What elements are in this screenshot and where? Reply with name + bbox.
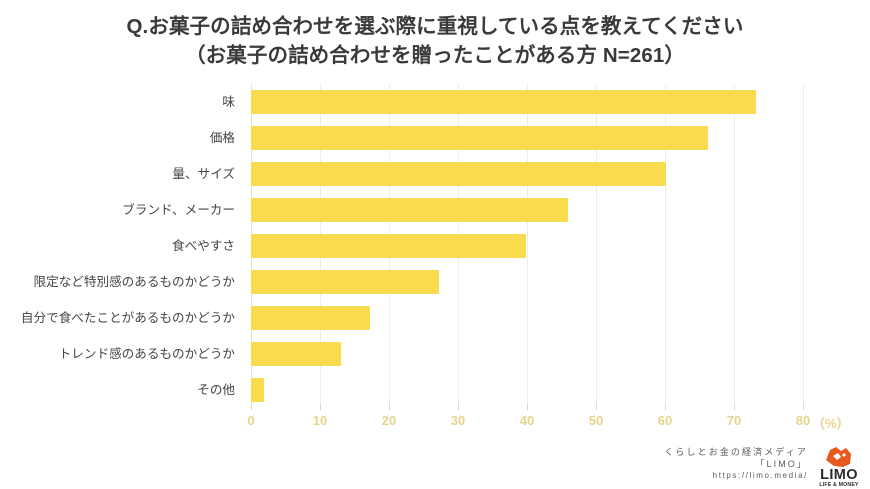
bar-row	[251, 300, 803, 336]
bar-row	[251, 228, 803, 264]
bar	[251, 378, 265, 402]
plot-area	[251, 84, 804, 408]
category-label: 価格	[209, 131, 235, 145]
bar-row	[251, 336, 803, 372]
category-label: 食べやすさ	[172, 239, 235, 253]
x-tick-label-10: 10	[312, 413, 328, 428]
category-label: トレンド感のあるものかどうか	[58, 347, 235, 361]
bar	[251, 198, 569, 222]
bar-row	[251, 120, 803, 156]
bar-row	[251, 156, 803, 192]
footer-branding: くらしとお金の経済メディア 「LIMO」 https://limo.media/…	[620, 446, 870, 489]
category-label: 限定など特別感のあるものかどうか	[33, 275, 236, 289]
bar	[251, 126, 709, 150]
category-label: 量、サイズ	[172, 167, 235, 181]
chart-title-line-1: Q.お菓子の詰め合わせを選ぶ際に重視している点を教えてください	[126, 15, 744, 38]
bar-series	[251, 84, 803, 408]
limo-logo[interactable]: LIMO LIFE & MONEY	[811, 446, 867, 488]
x-tick-mark-50	[596, 405, 597, 410]
x-tick-mark-10	[320, 405, 321, 410]
bar	[251, 306, 370, 330]
x-tick-label-80: 80	[795, 413, 811, 428]
footer-tagline-line-1: くらしとお金の経済メディア	[664, 447, 808, 457]
bar-row	[251, 192, 803, 228]
x-tick-label-50: 50	[588, 413, 604, 428]
category-label: 味	[222, 95, 235, 109]
bar	[251, 90, 757, 114]
x-tick-mark-70	[734, 405, 735, 410]
bar	[251, 234, 526, 258]
x-tick-label-70: 70	[726, 413, 742, 428]
x-tick-mark-0	[251, 405, 252, 410]
bar-row	[251, 372, 803, 408]
x-tick-label-20: 20	[381, 413, 397, 428]
footer-text: くらしとお金の経済メディア 「LIMO」 https://limo.media/	[664, 446, 808, 482]
x-tick-mark-20	[389, 405, 390, 410]
limo-logo-wordmark: LIMO	[820, 467, 858, 483]
chart-title-line-2: （お菓子の詰め合わせを贈ったことがある方 N=261）	[185, 44, 685, 67]
x-axis: 0 10 20 30 40 50 60 70 80	[247, 405, 810, 435]
category-label: 自分で食べたことがあるものかどうか	[20, 311, 235, 325]
bar	[251, 342, 341, 366]
limo-logo-tagline: LIFE & MONEY	[819, 482, 859, 488]
limo-logo-mark-icon	[826, 447, 851, 467]
x-tick-mark-30	[458, 405, 459, 410]
x-tick-label-0: 0	[247, 413, 255, 428]
category-label: その他	[197, 383, 235, 397]
x-tick-label-40: 40	[519, 413, 535, 428]
x-tick-mark-80	[803, 405, 804, 410]
x-axis-unit-label: （%）	[812, 416, 850, 431]
bar-row	[251, 84, 803, 120]
chart-title: Q.お菓子の詰め合わせを選ぶ際に重視している点を教えてください （お菓子の詰め合…	[0, 12, 870, 70]
x-tick-mark-40	[527, 405, 528, 410]
bar	[251, 162, 667, 186]
x-tick-label-60: 60	[657, 413, 673, 428]
bar	[251, 270, 439, 294]
bar-row	[251, 264, 803, 300]
category-axis-labels: 味価格量、サイズブランド、メーカー食べやすさ限定など特別感のあるものかどうか自分…	[0, 84, 243, 408]
x-tick-label-30: 30	[450, 413, 466, 428]
x-tick-mark-60	[665, 405, 666, 410]
gridline-80	[803, 84, 804, 408]
footer-tagline-line-2: 「LIMO」	[755, 459, 808, 469]
footer-url[interactable]: https://limo.media/	[712, 471, 808, 480]
category-label: ブランド、メーカー	[122, 203, 235, 217]
